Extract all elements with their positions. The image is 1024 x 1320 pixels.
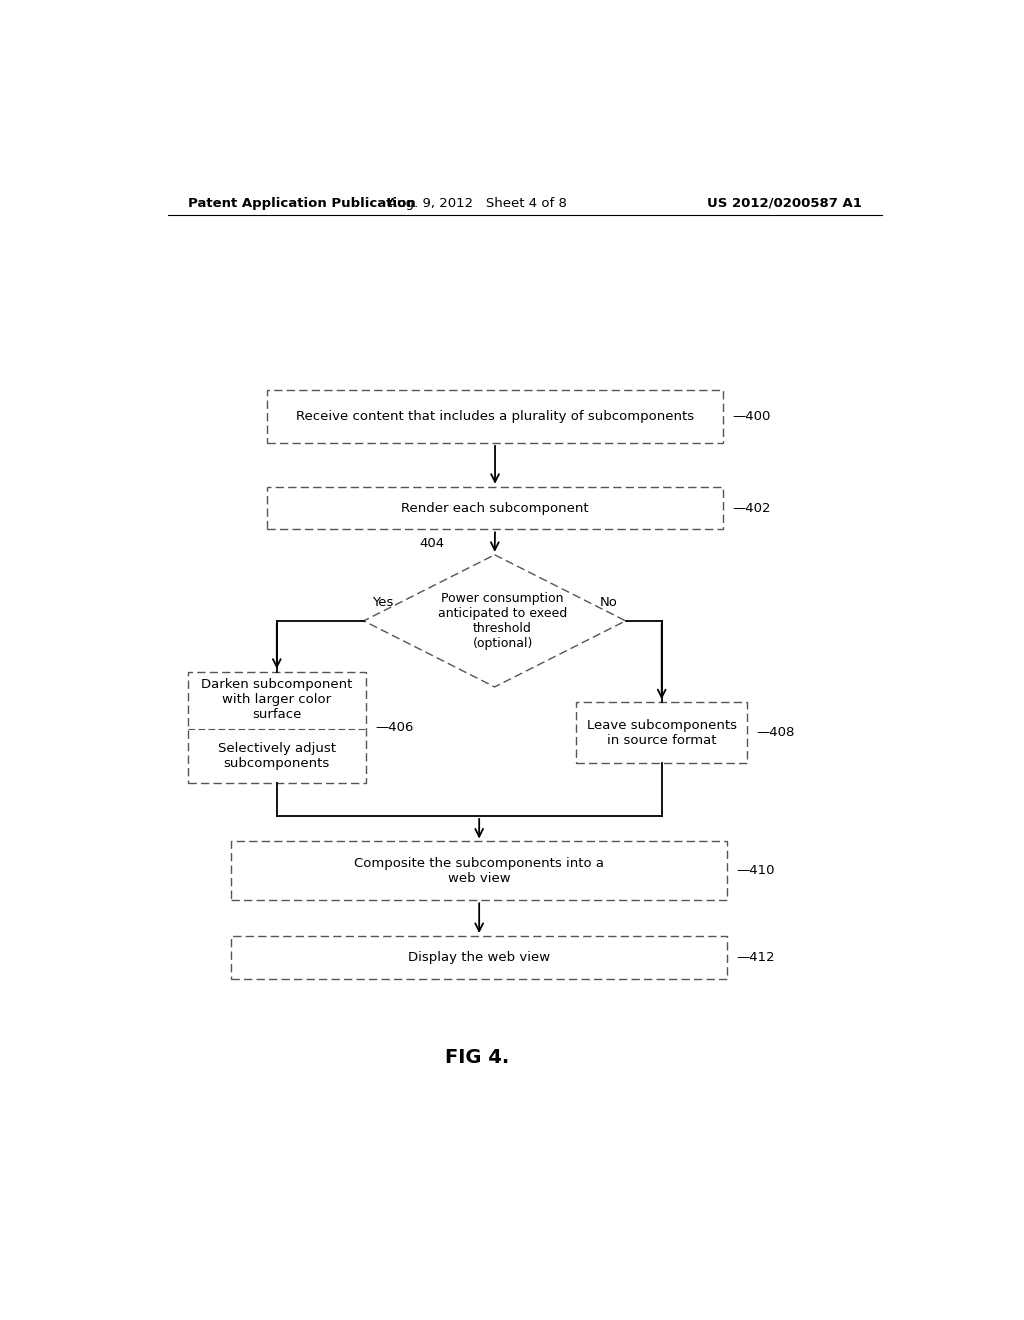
Text: Display the web view: Display the web view — [409, 950, 550, 964]
Text: —406: —406 — [376, 721, 414, 734]
Text: Darken subcomponent
with larger color
surface: Darken subcomponent with larger color su… — [201, 677, 352, 721]
FancyBboxPatch shape — [231, 936, 727, 978]
Text: —408: —408 — [757, 726, 795, 739]
Text: Patent Application Publication: Patent Application Publication — [187, 197, 416, 210]
Text: Receive content that includes a plurality of subcomponents: Receive content that includes a pluralit… — [296, 411, 694, 424]
Text: Power consumption
anticipated to exeed
threshold
(optional): Power consumption anticipated to exeed t… — [438, 591, 567, 649]
Text: 404: 404 — [419, 537, 444, 549]
FancyBboxPatch shape — [267, 391, 723, 444]
Text: Render each subcomponent: Render each subcomponent — [401, 502, 589, 515]
Text: —402: —402 — [733, 502, 771, 515]
Text: US 2012/0200587 A1: US 2012/0200587 A1 — [708, 197, 862, 210]
Text: Aug. 9, 2012   Sheet 4 of 8: Aug. 9, 2012 Sheet 4 of 8 — [388, 197, 566, 210]
Text: Composite the subcomponents into a
web view: Composite the subcomponents into a web v… — [354, 857, 604, 884]
Text: —412: —412 — [736, 950, 775, 964]
Text: FIG 4.: FIG 4. — [445, 1048, 509, 1068]
Text: —410: —410 — [736, 865, 775, 878]
Text: No: No — [600, 595, 617, 609]
Text: Yes: Yes — [372, 595, 393, 609]
FancyBboxPatch shape — [577, 702, 746, 763]
Polygon shape — [364, 554, 626, 686]
Text: Leave subcomponents
in source format: Leave subcomponents in source format — [587, 718, 736, 747]
FancyBboxPatch shape — [187, 672, 367, 784]
FancyBboxPatch shape — [267, 487, 723, 529]
Text: —400: —400 — [733, 411, 771, 424]
Text: Selectively adjust
subcomponents: Selectively adjust subcomponents — [218, 742, 336, 770]
FancyBboxPatch shape — [231, 841, 727, 900]
